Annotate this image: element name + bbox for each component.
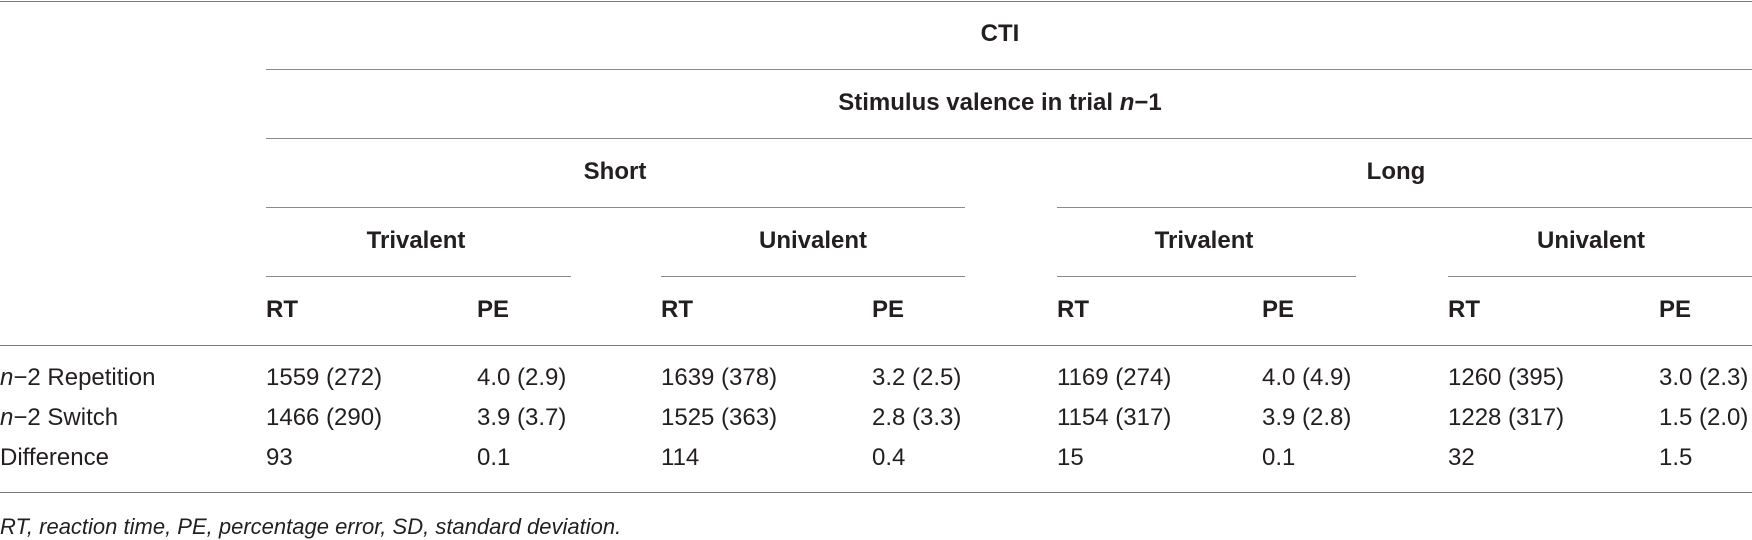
table-cell: 1466 (290) bbox=[266, 404, 383, 431]
col-header-pe: PE bbox=[1262, 296, 1295, 323]
header-bottom-rule bbox=[0, 345, 1752, 346]
table-cell: 1525 (363) bbox=[661, 404, 778, 431]
col-header-rt: RT bbox=[1448, 296, 1480, 323]
table-cell: 4.0 (4.9) bbox=[1262, 364, 1352, 391]
table-cell: 0.1 bbox=[1262, 444, 1296, 471]
header-long-trivalent: Trivalent bbox=[1154, 227, 1254, 254]
col-header-pe: PE bbox=[477, 296, 510, 323]
header-cti: CTI bbox=[980, 20, 1020, 47]
table-cell: 0.4 bbox=[872, 444, 906, 471]
valence-rule bbox=[266, 138, 1752, 139]
header-short: Short bbox=[583, 158, 647, 185]
table-bottom-rule bbox=[0, 492, 1752, 493]
cti-rule bbox=[266, 69, 1752, 70]
row-label-text: Difference bbox=[0, 444, 109, 471]
short-univalent-rule bbox=[661, 276, 965, 277]
table-cell: 32 bbox=[1448, 444, 1475, 471]
row-label-text: −2 Repetition bbox=[13, 364, 156, 391]
table-cell: 1639 (378) bbox=[661, 364, 778, 391]
header-stimulus-valence: Stimulus valence in trial n−1 bbox=[838, 91, 1161, 115]
header-long-univalent: Univalent bbox=[1536, 227, 1646, 254]
table-cell: 3.9 (3.7) bbox=[477, 404, 567, 431]
valence-n: n bbox=[1119, 89, 1135, 116]
col-header-pe: PE bbox=[872, 296, 905, 323]
valence-suffix: −1 bbox=[1134, 89, 1162, 116]
table-cell: 93 bbox=[266, 444, 293, 471]
table-cell: 15 bbox=[1057, 444, 1084, 471]
table-footnote: RT, reaction time, PE, percentage error,… bbox=[0, 514, 622, 539]
long-univalent-rule bbox=[1448, 276, 1752, 277]
valence-prefix: Stimulus valence in trial bbox=[838, 89, 1120, 116]
row-label-difference: Difference bbox=[0, 446, 109, 470]
table-cell: 1228 (317) bbox=[1448, 404, 1565, 431]
col-header-rt: RT bbox=[266, 296, 298, 323]
col-header-pe: PE bbox=[1659, 296, 1692, 323]
table-cell: 114 bbox=[661, 444, 700, 471]
row-label-n: n bbox=[0, 404, 14, 431]
col-header-rt: RT bbox=[661, 296, 693, 323]
row-label-repetition: n−2 Repetition bbox=[0, 366, 155, 390]
header-short-univalent: Univalent bbox=[758, 227, 868, 254]
long-trivalent-rule bbox=[1057, 276, 1356, 277]
header-long: Long bbox=[1366, 158, 1426, 185]
table-cell: 0.1 bbox=[477, 444, 511, 471]
table-cell: 1.5 bbox=[1659, 444, 1693, 471]
short-trivalent-rule bbox=[266, 276, 571, 277]
table-cell: 1154 (317) bbox=[1057, 404, 1172, 431]
row-label-switch: n−2 Switch bbox=[0, 406, 118, 430]
table-cell: 4.0 (2.9) bbox=[477, 364, 567, 391]
header-short-trivalent: Trivalent bbox=[366, 227, 466, 254]
row-label-n: n bbox=[0, 364, 14, 391]
table-cell: 3.9 (2.8) bbox=[1262, 404, 1352, 431]
table-cell: 1.5 (2.0) bbox=[1659, 404, 1749, 431]
table-cell: 2.8 (3.3) bbox=[872, 404, 962, 431]
col-header-rt: RT bbox=[1057, 296, 1089, 323]
row-label-text: −2 Switch bbox=[13, 404, 119, 431]
short-rule bbox=[266, 207, 965, 208]
table-cell: 3.0 (2.3) bbox=[1659, 364, 1749, 391]
table-cell: 1260 (395) bbox=[1448, 364, 1565, 391]
top-rule bbox=[0, 1, 1752, 2]
table-cell: 3.2 (2.5) bbox=[872, 364, 962, 391]
table-cell: 1169 (274) bbox=[1057, 364, 1172, 391]
long-rule bbox=[1057, 207, 1752, 208]
table-cell: 1559 (272) bbox=[266, 364, 383, 391]
